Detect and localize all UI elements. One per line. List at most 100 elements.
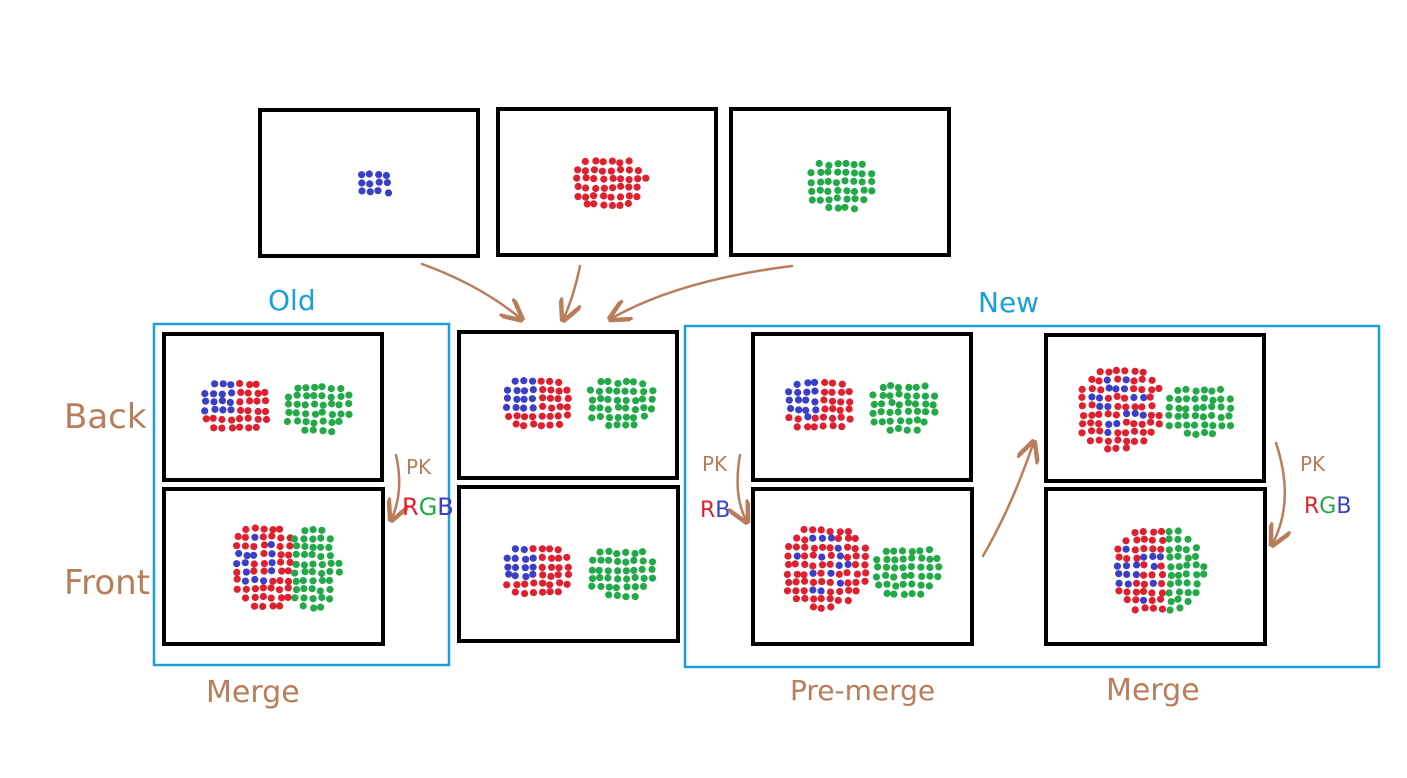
merge-front-dot bbox=[1115, 587, 1123, 595]
old-front-dot bbox=[259, 602, 267, 611]
old-rgb-label: RGB bbox=[402, 493, 454, 521]
red-dot bbox=[624, 199, 633, 208]
middle-front-green-dot bbox=[588, 566, 596, 574]
old-front-green-dot bbox=[327, 559, 335, 567]
old-front-dot bbox=[241, 594, 250, 602]
premerge-front-dot bbox=[792, 587, 800, 595]
premerge-back-red-dot bbox=[787, 404, 795, 413]
merge-back-green-dot bbox=[1182, 412, 1190, 420]
premerge-back-green-dot bbox=[921, 382, 929, 390]
old-front-dot bbox=[269, 526, 277, 534]
premerge-front-green-dot bbox=[926, 555, 934, 563]
premerge-back-red-dot bbox=[793, 423, 801, 431]
middle-front-red-dot bbox=[539, 579, 547, 587]
red-dot bbox=[616, 201, 624, 209]
old-back-green-dot bbox=[318, 392, 326, 400]
premerge-back-green-dot bbox=[886, 408, 894, 416]
new-group-label: New bbox=[978, 286, 1039, 319]
premerge-back-green-dot bbox=[886, 392, 894, 400]
green-dot bbox=[851, 195, 859, 203]
old-front-dot bbox=[277, 558, 285, 566]
old-back-green-dot bbox=[318, 408, 326, 416]
old-back-red-dot bbox=[209, 414, 217, 422]
arrow-merge-back-to-front bbox=[1273, 441, 1285, 543]
premerge-back-green-dot bbox=[894, 408, 902, 416]
merge-front-dot bbox=[1165, 528, 1173, 536]
middle-back-red-dot bbox=[513, 412, 521, 420]
middle-back-red-dot bbox=[538, 412, 546, 420]
premerge-front-dot bbox=[818, 553, 826, 561]
middle-back-red-dot bbox=[563, 386, 571, 394]
premerge-front-dot bbox=[827, 603, 835, 611]
red-dot bbox=[582, 174, 590, 182]
old-front-frame bbox=[162, 487, 385, 646]
middle-front-green-dot bbox=[605, 591, 613, 599]
merge-front-dot bbox=[1139, 528, 1147, 536]
premerge-back-green-dot bbox=[922, 408, 930, 416]
premerge-front-dot bbox=[809, 578, 818, 587]
old-back-red-dot bbox=[254, 389, 262, 397]
merge-back-green-dot bbox=[1182, 385, 1190, 393]
merge-front-dot bbox=[1175, 563, 1183, 571]
merge-rgb-label: RGB bbox=[1304, 494, 1351, 519]
middle-front-green-dot bbox=[631, 583, 640, 591]
old-front-green-dot bbox=[300, 585, 308, 593]
premerge-back-green-dot bbox=[903, 392, 912, 400]
middle-front-red-dot bbox=[521, 564, 529, 572]
merge-back-dot bbox=[1131, 409, 1139, 417]
middle-front-green-dot bbox=[623, 583, 631, 591]
merge-front-dot bbox=[1122, 537, 1130, 545]
old-front-dot bbox=[276, 542, 284, 551]
green-dot bbox=[817, 168, 825, 176]
middle-front-red-dot bbox=[511, 588, 519, 596]
merge-front-dot bbox=[1166, 553, 1174, 561]
merge-front-dot bbox=[1113, 562, 1121, 570]
old-front-green-dot bbox=[309, 595, 317, 603]
merge-front-dot bbox=[1167, 563, 1175, 571]
middle-front-red-dot bbox=[539, 571, 547, 579]
premerge-back-green-dot bbox=[931, 392, 939, 400]
premerge-front-dot bbox=[810, 595, 818, 603]
red-dot bbox=[590, 166, 599, 174]
old-front-dot bbox=[251, 585, 259, 593]
old-front-dot bbox=[242, 568, 250, 576]
middle-front-green-dot bbox=[605, 556, 613, 564]
premerge-back-green-dot bbox=[879, 391, 887, 400]
old-back-red-dot bbox=[218, 415, 226, 424]
merge-front-dot bbox=[1158, 605, 1166, 613]
premerge-back-red-dot bbox=[829, 405, 837, 413]
merge-front-dot bbox=[1165, 535, 1173, 543]
old-back-green-dot bbox=[335, 401, 343, 409]
middle-front-green-dot bbox=[605, 583, 613, 591]
old-front-dot bbox=[259, 584, 267, 592]
red-dot bbox=[607, 193, 615, 201]
premerge-back-red-dot bbox=[804, 379, 812, 387]
premerge-back-red-dot bbox=[829, 422, 837, 430]
merge-back-green-dot bbox=[1200, 394, 1208, 402]
premerge-front-green-dot bbox=[898, 547, 907, 555]
merge-front-dot bbox=[1184, 554, 1192, 562]
merge-front-dot bbox=[1192, 561, 1200, 569]
merge-back-dot bbox=[1146, 393, 1154, 401]
middle-front-green-dot bbox=[596, 548, 604, 556]
middle-front-red-dot bbox=[511, 572, 519, 580]
premerge-front-green-dot bbox=[890, 590, 898, 598]
premerge-back-red-dot bbox=[785, 396, 793, 404]
merge-back-dot bbox=[1121, 429, 1130, 437]
green-dot bbox=[825, 203, 833, 212]
premerge-back-red-dot bbox=[828, 379, 837, 387]
merge-back-green-dot bbox=[1199, 403, 1207, 411]
premerge-front-green-dot bbox=[917, 590, 925, 598]
middle-front-green-dot bbox=[638, 565, 646, 574]
old-front-dot bbox=[277, 551, 285, 559]
merge-front-dot bbox=[1174, 571, 1183, 579]
new-premerge-caption: Pre-merge bbox=[790, 674, 935, 707]
merge-pk-label: PK bbox=[1300, 452, 1326, 476]
red-dot bbox=[609, 184, 617, 192]
old-front-dot bbox=[267, 584, 275, 592]
premerge-back-green-dot bbox=[878, 418, 886, 426]
middle-front-green-dot bbox=[623, 575, 631, 583]
merge-front-dot bbox=[1140, 561, 1148, 569]
premerge-front-dot bbox=[809, 551, 817, 559]
premerge-back-red-dot bbox=[846, 398, 854, 406]
